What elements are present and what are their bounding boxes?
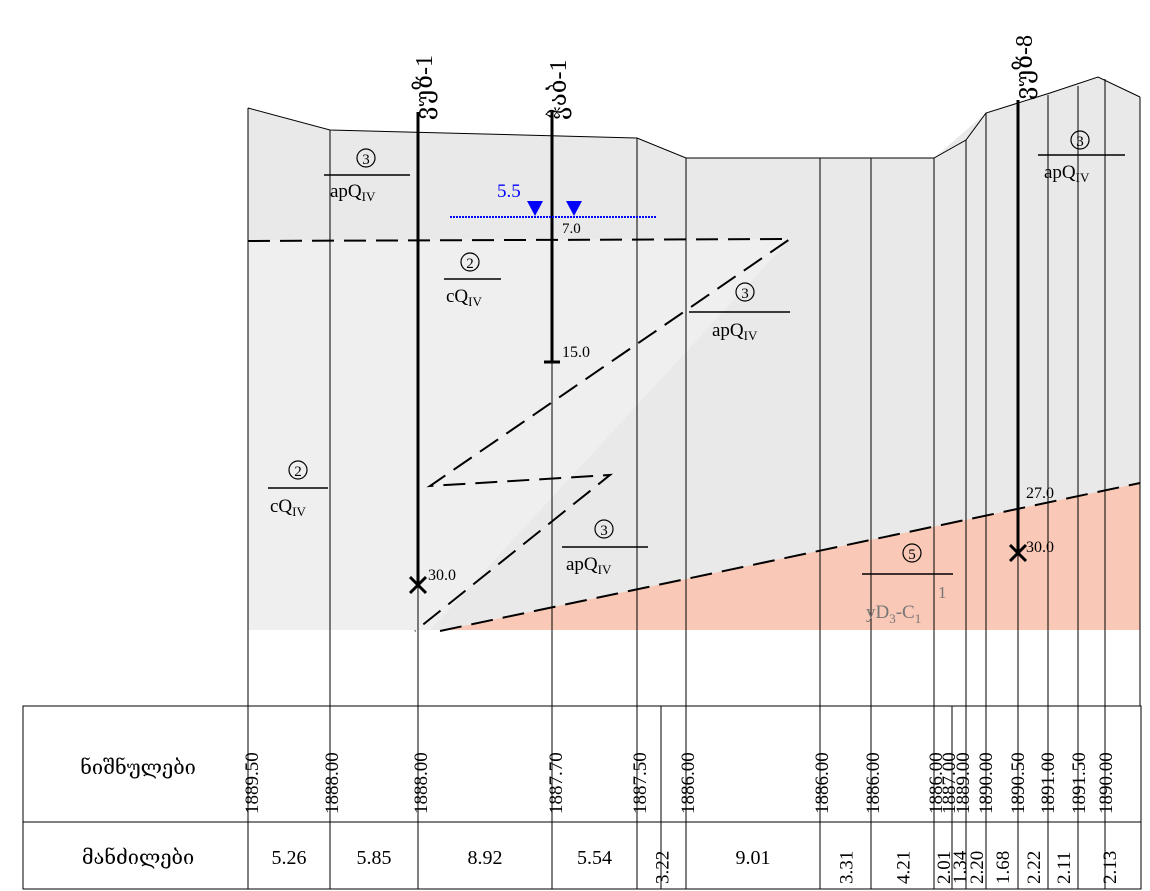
borehole-2-depth: 15.0	[562, 344, 590, 361]
ground-surface-line	[247, 76, 1141, 159]
layer-label-3-middle: 3 apQIV	[689, 282, 790, 343]
layer-index: apQIV	[566, 554, 612, 577]
layer-number: 3	[362, 152, 370, 168]
layer-number: 5	[908, 547, 916, 563]
elevation-value: 1886.00	[678, 752, 699, 814]
layer-index: apQIV	[1044, 162, 1090, 185]
elevation-value: 1887.70	[546, 752, 567, 814]
distance-value: 5.54	[577, 847, 612, 869]
elevation-value: 1889.00	[953, 752, 974, 814]
borehole-3-bottom-cross-icon	[1008, 543, 1028, 563]
elevation-value: 1890.50	[1008, 752, 1029, 814]
distance-labels: 5.26 5.85 8.92 5.54 3.22 9.01 3.31 4.21 2.011.34…	[272, 847, 1122, 884]
elevation-value: 1886.00	[812, 752, 833, 814]
distance-value: 4.21	[894, 851, 915, 884]
layer-index-sup: 1	[938, 583, 947, 602]
layer-label-2-left: 2 cQIV	[268, 460, 328, 519]
boundary-upper	[247, 237, 794, 632]
distance-value: 1.68	[993, 851, 1014, 884]
distance-value: 9.01	[736, 847, 771, 869]
water-level-2-label: 7.0	[562, 221, 581, 237]
layer-number: 3	[741, 286, 749, 302]
elevation-value: 1887.50	[630, 752, 651, 814]
borehole-3-depth: 30.0	[1026, 539, 1054, 556]
table-dividers	[329, 706, 1106, 889]
borehole-1-depth: 30.0	[428, 567, 456, 584]
distance-value: 2.20	[967, 851, 988, 884]
elevation-value: 1891.00	[1038, 752, 1059, 814]
borehole-2-label: ჭაბ-1	[546, 60, 572, 121]
distance-value: 5.26	[272, 847, 307, 869]
layer-number: 3	[600, 523, 608, 539]
borehole-3-contact: 27.0	[1026, 485, 1054, 502]
layer-index: cQIV	[446, 286, 482, 309]
elevation-labels: 1889.50 1888.00 1888.00 1887.70 1887.50 1886.…	[242, 752, 1117, 814]
distance-value: 2.01	[934, 851, 955, 884]
table-row1-label: ნიშნულები	[80, 756, 196, 779]
borehole-1: ვუზ-1 30.0	[408, 55, 456, 706]
elevation-value: 1890.00	[1096, 752, 1117, 814]
distance-value: 2.11	[1054, 851, 1075, 884]
layer-label-2-upper: 2 cQIV	[444, 252, 501, 309]
distance-value: 1.34	[950, 850, 971, 884]
layer-number: 3	[1076, 134, 1084, 150]
elevation-value: 1889.50	[242, 752, 263, 814]
layer-index: apQIV	[712, 320, 758, 343]
distance-value: 2.13	[1100, 851, 1121, 884]
layer-index: yD3-C1	[866, 602, 921, 626]
distance-value: 3.22	[653, 851, 674, 884]
layer-number: 2	[294, 464, 302, 480]
profile-table: 1889.50 1888.00 1888.00 1887.70 1887.50 1886.…	[22, 705, 1142, 890]
layer-number-circle	[356, 148, 376, 168]
layer-label-3-right: 3 apQIV	[1038, 130, 1125, 185]
water-level-label: 5.5	[497, 181, 521, 202]
layer-label-3-lower: 3 apQIV	[562, 519, 648, 577]
layer-number: 2	[466, 256, 474, 272]
layer-index: cQIV	[270, 496, 306, 519]
elevation-value: 1886.00	[863, 752, 884, 814]
water-level-triangle-1-icon	[527, 201, 543, 216]
section-verticals	[247, 79, 1141, 706]
lithology-boundaries	[247, 237, 1141, 632]
elevation-value: 1887.00	[939, 752, 960, 814]
borehole-3: ვუზ-8 30.0 27.0	[1008, 35, 1054, 706]
water-level-triangle-2-icon	[566, 201, 582, 216]
elevation-value: 1888.00	[411, 752, 432, 814]
layer-label-5-bedrock: 5 yD3-C1 1	[862, 543, 953, 626]
elevation-value: 1891.50	[1069, 752, 1090, 814]
elevation-value: 1886.00	[926, 752, 947, 814]
borehole-1-label: ვუზ-1	[412, 55, 438, 120]
layer-label-3-topleft: 3 apQIV	[324, 148, 410, 204]
distance-value: 2.22	[1024, 851, 1045, 884]
elevation-value: 1888.00	[322, 752, 343, 814]
distance-value: 5.85	[357, 847, 392, 869]
boundary-bedrock	[439, 482, 1141, 632]
borehole-1-bottom-cross-icon	[408, 575, 428, 595]
layer-index: apQIV	[330, 181, 376, 204]
elevation-value: 1890.00	[976, 752, 997, 814]
distance-value: 3.31	[837, 851, 858, 884]
borehole-2: ჭაბ-1 15.0 5.5 7.0	[450, 60, 656, 706]
distance-value: 8.92	[468, 847, 503, 869]
borehole-3-label: ვუზ-8	[1012, 35, 1038, 100]
soil-zone-middle	[248, 239, 790, 630]
table-row2-label: მანძილები	[82, 846, 194, 869]
